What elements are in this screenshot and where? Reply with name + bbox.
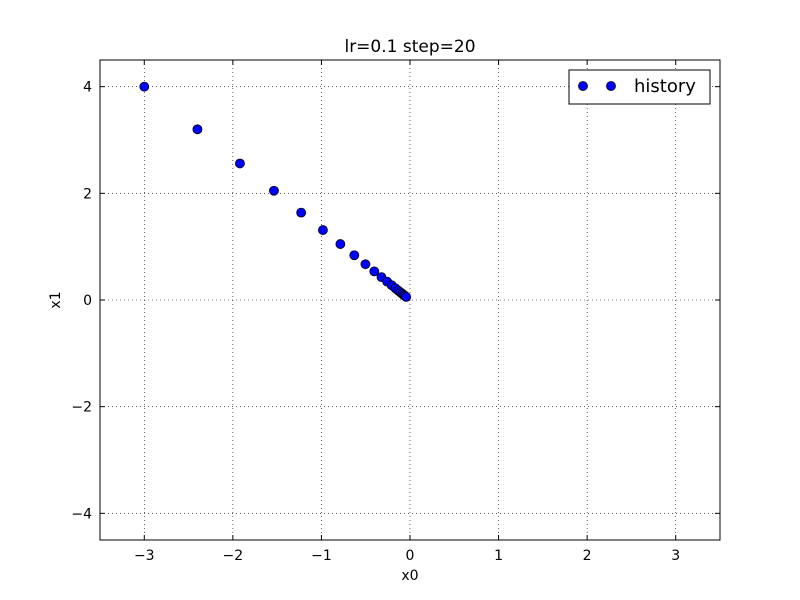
x-axis-label: x0 [401,568,418,584]
x-tick-label: −1 [311,548,332,564]
legend-marker-2 [606,81,616,91]
data-point [318,225,328,235]
data-point [369,266,380,277]
data-points [139,81,412,302]
data-point [401,292,412,302]
data-point [269,185,279,196]
axis-ticks [100,60,720,540]
y-tick-label: 4 [83,80,92,96]
data-point [296,207,307,218]
legend-label: history [634,76,696,97]
y-tick-labels: −4 −2 0 2 4 [71,80,92,523]
x-tick-label: 2 [583,548,592,564]
x-tick-label: −3 [134,548,155,564]
legend-marker-1 [578,81,588,91]
data-point [360,259,371,270]
x-tick-label: 3 [671,548,680,564]
y-tick-label: 2 [83,186,92,202]
data-point [235,158,245,169]
y-tick-label: 0 [83,293,92,309]
x-tick-label: 1 [494,548,503,564]
data-point [192,124,203,135]
data-point [139,81,150,92]
x-tick-label: 0 [406,548,415,564]
chart-title: lr=0.1 step=20 [344,37,475,57]
data-point [349,250,360,261]
y-axis-label: x1 [48,291,64,308]
y-tick-label: −2 [71,400,92,416]
data-point [335,239,346,249]
legend-box [568,69,711,105]
y-tick-label: −4 [71,506,92,522]
x-tick-label: −2 [223,548,244,564]
x-tick-labels: −3 −2 −1 0 1 2 3 [134,548,680,564]
legend: history [568,69,711,105]
